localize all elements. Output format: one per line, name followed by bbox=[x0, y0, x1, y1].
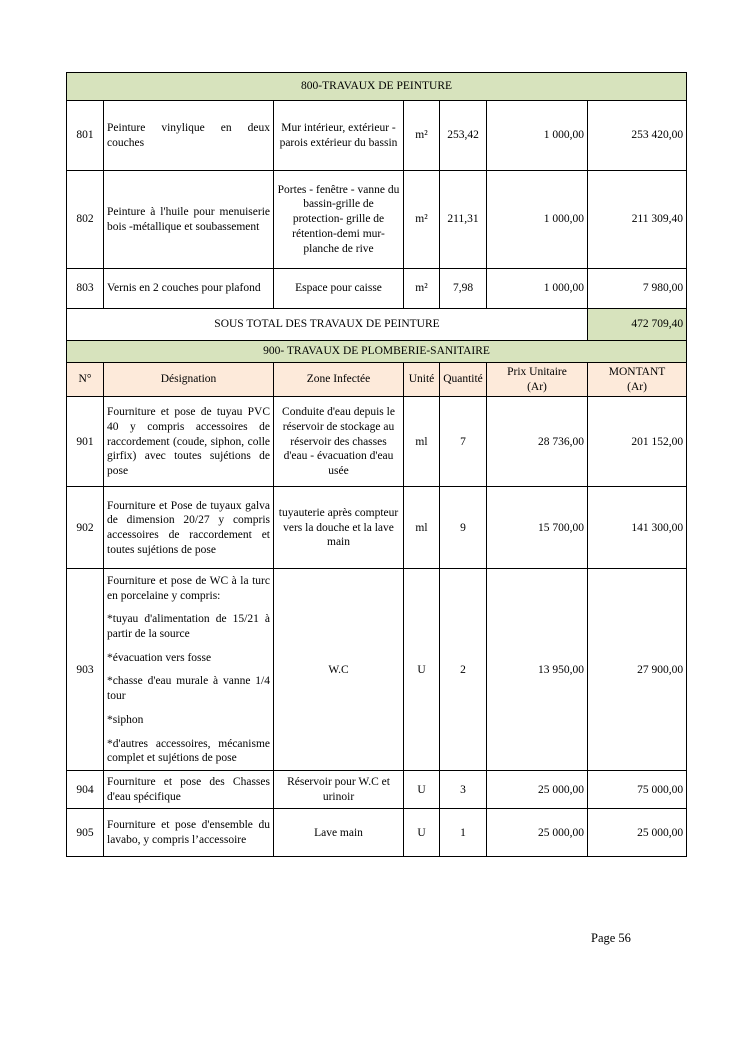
section-900-title: 900- TRAVAUX DE PLOMBERIE-SANITAIRE bbox=[65, 340, 688, 363]
row-905-prix-unitaire: 25 000,00 bbox=[486, 808, 588, 858]
row-905-zone: Lave main bbox=[273, 808, 404, 858]
row-903-designation: Fourniture et pose de WC à la turc en po… bbox=[103, 568, 274, 772]
row-902-quantite: 9 bbox=[439, 486, 487, 570]
designation-line: *siphon bbox=[107, 713, 144, 726]
row-801-prix-unitaire: 1 000,00 bbox=[486, 100, 588, 171]
row-905-no: 905 bbox=[66, 808, 104, 858]
row-904-zone: Réservoir pour W.C et urinoir bbox=[273, 770, 404, 810]
row-905-montant: 25 000,00 bbox=[586, 808, 688, 858]
col-header-label: Zone Infectée bbox=[306, 373, 371, 386]
row-903-no: 903 bbox=[66, 568, 104, 772]
col-header-label: MONTANT bbox=[608, 366, 666, 378]
row-902-prix-unitaire: 15 700,00 bbox=[486, 486, 588, 570]
row-902-no: 902 bbox=[66, 486, 104, 570]
row-801-zone: Mur intérieur, extérieur - parois extéri… bbox=[273, 100, 404, 171]
table-row: 902 Fourniture et Pose de tuyaux galva d… bbox=[66, 486, 688, 570]
row-901-no: 901 bbox=[66, 396, 104, 488]
row-803-zone: Espace pour caisse bbox=[273, 268, 404, 309]
row-902-designation: Fourniture et Pose de tuyaux galva de di… bbox=[103, 486, 274, 570]
row-802-prix-unitaire: 1 000,00 bbox=[486, 170, 588, 269]
col-header-quantite: Quantité bbox=[439, 361, 487, 398]
designation-line: *chasse d'eau murale à vanne 1/4 tour bbox=[107, 675, 270, 703]
table-row: 905 Fourniture et pose d'ensemble du lav… bbox=[66, 808, 688, 858]
row-902-zone: tuyauterie après compteur vers la douche… bbox=[273, 486, 404, 570]
row-904-designation: Fourniture et pose des Chasses d'eau spé… bbox=[103, 770, 274, 810]
col-header-label: Unité bbox=[408, 373, 435, 386]
row-901-montant: 201 152,00 bbox=[586, 396, 688, 488]
col-header-designation: Désignation bbox=[103, 361, 274, 398]
row-903-zone: W.C bbox=[273, 568, 404, 772]
row-803-prix-unitaire: 1 000,00 bbox=[486, 268, 588, 309]
row-802-montant: 211 309,40 bbox=[586, 170, 688, 269]
boq-table: 800-TRAVAUX DE PEINTURE 801 Peinture vin… bbox=[65, 72, 688, 858]
row-904-prix-unitaire: 25 000,00 bbox=[486, 770, 588, 810]
row-802-zone: Portes - fenêtre - vanne du bassin-grill… bbox=[273, 170, 404, 269]
row-904-unite: U bbox=[403, 770, 440, 810]
designation-line: *tuyau d'alimentation de 15/21 à partir … bbox=[107, 613, 270, 640]
designation-line: Fourniture et pose de WC à la turc en po… bbox=[107, 574, 270, 602]
table-row: 900- TRAVAUX DE PLOMBERIE-SANITAIRE bbox=[65, 340, 688, 363]
row-905-quantite: 1 bbox=[439, 808, 487, 858]
table-row: 903 Fourniture et pose de WC à la turc e… bbox=[66, 568, 688, 772]
table-row: 904 Fourniture et pose des Chasses d'eau… bbox=[66, 770, 688, 810]
table-row: 800-TRAVAUX DE PEINTURE bbox=[65, 72, 688, 101]
col-header-label: Prix Unitaire bbox=[507, 366, 567, 378]
table-row: 801 Peinture vinylique en deux couches M… bbox=[66, 100, 688, 171]
col-header-prix-unitaire: Prix Unitaire (Ar) bbox=[486, 361, 588, 398]
table-header-row: N° Désignation Zone Infectée Unité Quant… bbox=[66, 361, 688, 398]
row-904-quantite: 3 bbox=[439, 770, 487, 810]
section-800-title: 800-TRAVAUX DE PEINTURE bbox=[65, 72, 688, 101]
row-802-quantite: 211,31 bbox=[439, 170, 487, 269]
col-header-sublabel: (Ar) bbox=[527, 380, 547, 393]
table-row: 803 Vernis en 2 couches pour plafond Esp… bbox=[66, 268, 688, 309]
row-803-montant: 7 980,00 bbox=[586, 268, 688, 309]
row-801-quantite: 253,42 bbox=[439, 100, 487, 171]
row-903-prix-unitaire: 13 950,00 bbox=[486, 568, 588, 772]
subtotal-800-value: 472 709,40 bbox=[586, 308, 688, 341]
col-header-label: Quantité bbox=[443, 373, 483, 386]
row-802-no: 802 bbox=[66, 170, 104, 269]
row-901-zone: Conduite d'eau depuis le réservoir de st… bbox=[273, 396, 404, 488]
col-header-zone: Zone Infectée bbox=[273, 361, 404, 398]
col-header-unite: Unité bbox=[403, 361, 440, 398]
row-801-montant: 253 420,00 bbox=[586, 100, 688, 171]
row-901-quantite: 7 bbox=[439, 396, 487, 488]
col-header-sublabel: (Ar) bbox=[627, 380, 647, 393]
col-header-montant: MONTANT (Ar) bbox=[586, 361, 688, 398]
row-802-designation: Peinture à l'huile pour menuiserie bois … bbox=[103, 170, 274, 269]
row-803-unite: m² bbox=[403, 268, 440, 309]
table-row: 901 Fourniture et pose de tuyau PVC 40 y… bbox=[66, 396, 688, 488]
table-row: SOUS TOTAL DES TRAVAUX DE PEINTURE 472 7… bbox=[66, 308, 688, 341]
row-801-no: 801 bbox=[66, 100, 104, 171]
row-902-montant: 141 300,00 bbox=[586, 486, 688, 570]
row-905-unite: U bbox=[403, 808, 440, 858]
row-904-montant: 75 000,00 bbox=[586, 770, 688, 810]
row-803-no: 803 bbox=[66, 268, 104, 309]
row-803-designation: Vernis en 2 couches pour plafond bbox=[103, 268, 274, 309]
row-904-no: 904 bbox=[66, 770, 104, 810]
table-row: 802 Peinture à l'huile pour menuiserie b… bbox=[66, 170, 688, 269]
page-number: Page 56 bbox=[591, 931, 631, 945]
row-901-prix-unitaire: 28 736,00 bbox=[486, 396, 588, 488]
subtotal-800-label: SOUS TOTAL DES TRAVAUX DE PEINTURE bbox=[66, 308, 588, 341]
row-902-unite: ml bbox=[403, 486, 440, 570]
designation-line: *d'autres accessoires, mécanisme complet… bbox=[107, 737, 270, 765]
designation-line: *évacuation vers fosse bbox=[107, 651, 212, 664]
row-903-quantite: 2 bbox=[439, 568, 487, 772]
row-901-designation: Fourniture et pose de tuyau PVC 40 y com… bbox=[103, 396, 274, 488]
row-903-unite: U bbox=[403, 568, 440, 772]
row-801-unite: m² bbox=[403, 100, 440, 171]
row-901-unite: ml bbox=[403, 396, 440, 488]
row-803-quantite: 7,98 bbox=[439, 268, 487, 309]
col-header-label: Désignation bbox=[160, 373, 217, 386]
row-802-unite: m² bbox=[403, 170, 440, 269]
row-903-montant: 27 900,00 bbox=[586, 568, 688, 772]
col-header-label: N° bbox=[78, 373, 92, 386]
col-header-no: N° bbox=[66, 361, 104, 398]
row-801-designation: Peinture vinylique en deux couches bbox=[103, 100, 274, 171]
row-905-designation: Fourniture et pose d'ensemble du lavabo,… bbox=[103, 808, 274, 858]
